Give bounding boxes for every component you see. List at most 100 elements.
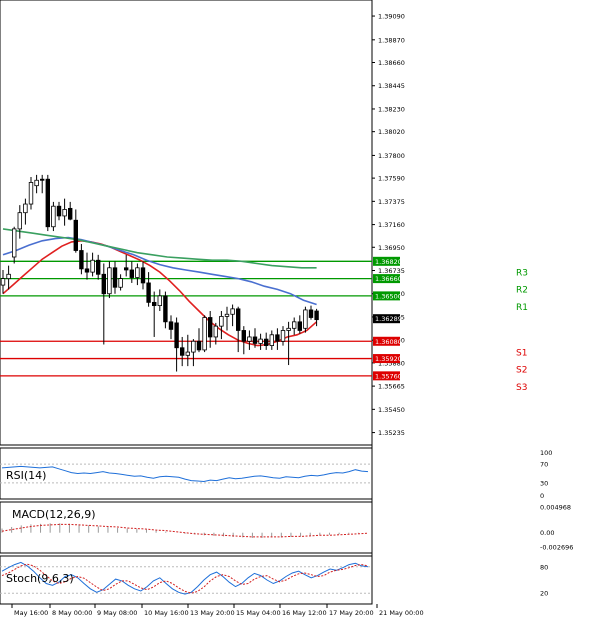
level-tag-value: 1.36820 [375,258,402,266]
candle-down [263,338,269,346]
candle-up [28,182,34,205]
level-tag [373,256,400,266]
candle-up [247,336,252,342]
candle-up [107,267,112,295]
candle-up [219,316,224,327]
candles [0,174,319,372]
macd-tick-label: 0.004968 [540,503,571,511]
candle-up [135,267,140,278]
candle-down [314,310,319,321]
candle-down [163,295,168,323]
candle-up [258,338,263,344]
candle-down [297,321,302,331]
candle-down [40,178,45,181]
price-tick-label: 1.36950 [378,244,405,252]
ma-line [2,228,317,269]
candle-up [213,325,218,338]
price-tick-label: 1.38020 [378,128,405,136]
candle-up [62,209,67,217]
candle-down [68,207,73,220]
candle-up [118,278,123,288]
level-tag-value: 1.35920 [375,355,402,363]
price-pane [0,0,373,446]
time-tick-label: 15 May 04:00 [236,609,281,617]
ma-line [2,236,317,306]
price-tick-label: 1.35235 [378,429,405,437]
candle-down [174,322,179,349]
stoch-tick-label: 80 [540,563,548,571]
level-tag-value: 1.36660 [375,275,402,283]
candle-up [90,259,95,273]
level-tag [373,291,400,301]
price-tick-label: 1.38660 [378,59,405,67]
candle-up [6,273,11,280]
level-tag-value: 1.35760 [375,372,402,380]
candle-up [51,205,56,228]
macd-signal-line [1,523,369,538]
time-tick-label: 13 May 20:00 [190,609,235,617]
level-tag [373,354,400,364]
candle-up [224,313,230,317]
stoch-main-line [1,561,369,595]
time-tick-label: May 16:00 [14,609,48,617]
price-tick-label: 1.37160 [378,221,405,229]
level-tag-value: 1.36080 [375,338,402,346]
macd-tick-label: 0.00 [540,529,554,537]
candle-up [185,351,190,356]
time-tick-label: 16 May 12:00 [282,609,327,617]
level-tag [373,274,400,284]
price-tick-label: 1.38445 [378,82,405,90]
candle-down [84,268,90,273]
candle-down [207,317,213,338]
price-tick-label: 1.35665 [378,383,405,391]
candle-up [191,340,196,353]
candle-up [230,308,235,315]
stoch-pane [0,555,373,605]
time-axis: May 16:00 8 May 00:00 9 May 08:00 10 May 16… [11,604,424,617]
candle-up [280,330,286,342]
candle-down [112,267,118,288]
candle-down [73,219,78,251]
level-tag [373,371,400,381]
time-tick-label: 21 May 00:00 [379,609,424,617]
candle-up [17,212,22,230]
level-label: S1 [516,348,527,358]
rsi-tick-label: 100 [540,449,552,457]
level-label: R3 [516,268,528,278]
rsi-tick-label: 70 [540,461,548,469]
price-tick-label: 1.37590 [378,175,405,183]
current-price-tag [373,314,400,324]
price-tick-label: 1.36735 [378,267,405,275]
level-tag-value: 1.36500 [375,292,402,300]
candle-up [34,179,39,187]
candle-down [124,267,129,271]
candle-down [179,347,185,356]
rsi-pane [0,447,373,500]
level-label: S2 [516,366,527,376]
level-tags: 1.36820 1.36660 1.36500 1.36080 1.35920 1.357… [373,256,402,381]
candle-down [235,308,241,331]
price-tick-label: 1.37800 [378,152,405,160]
level-label: R2 [516,286,528,296]
level-tag [373,336,400,346]
candle-up [291,321,297,329]
candle-down [56,205,62,217]
rsi-title: RSI(14) [6,469,46,482]
stoch-tick-label: 20 [540,590,548,598]
price-tick-label: 1.39090 [378,13,405,21]
candle-down [146,282,151,303]
price-tick-label: 1.35880 [378,359,405,367]
level-label: S3 [516,383,527,393]
candle-down [308,309,314,318]
candle-up [11,228,17,258]
price-tick-label: 1.38230 [378,105,405,113]
price-tick-label: 1.38870 [378,36,405,44]
candle-down [129,269,134,278]
candle-up [303,309,308,329]
rsi-tick-label: 30 [540,479,548,487]
rsi-tick-label: 0 [540,492,544,500]
stoch-title: Stoch(9,6,3) [6,572,74,585]
macd-indicator: 0.004968 0.00 -0.002696 [1,503,573,551]
candle-down [140,267,146,284]
